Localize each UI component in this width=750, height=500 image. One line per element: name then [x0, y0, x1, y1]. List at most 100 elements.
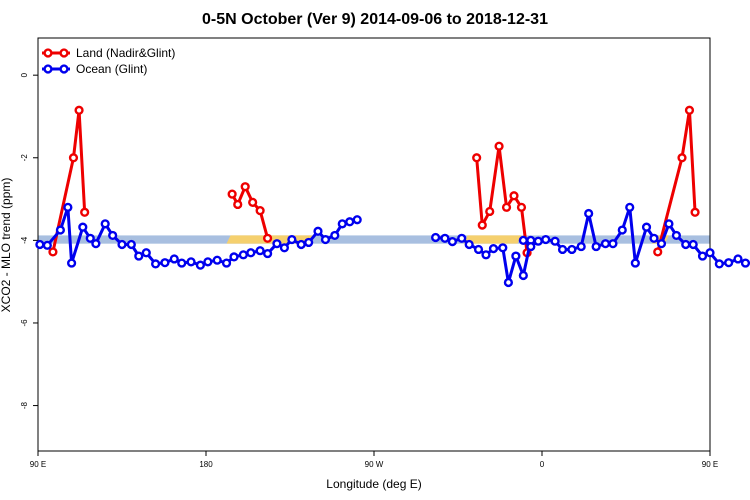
y-tick-label: -8	[20, 401, 29, 409]
data-point	[186, 257, 196, 267]
series-1	[35, 202, 750, 288]
y-axis: 0 -2 -4 -6 -8	[20, 72, 38, 409]
data-point	[287, 234, 297, 245]
data-point	[100, 219, 110, 229]
data-point	[494, 141, 504, 151]
data-point	[473, 244, 484, 255]
y-tick-label: -6	[20, 319, 29, 327]
data-point	[151, 259, 161, 269]
data-point	[212, 255, 222, 265]
x-axis-label: Longitude (deg E)	[326, 477, 421, 491]
data-point	[714, 259, 724, 269]
data-point	[440, 233, 450, 243]
data-point	[345, 217, 355, 227]
data-point	[304, 237, 314, 248]
data-point	[134, 251, 144, 261]
data-point	[656, 239, 667, 249]
series-layer	[35, 105, 750, 288]
data-point	[272, 239, 282, 249]
data-point	[600, 239, 611, 249]
data-point	[221, 258, 232, 268]
data-point	[48, 247, 58, 257]
legend-label: Ocean (Glint)	[76, 62, 147, 76]
chart-title: 0-5N October (Ver 9) 2014-09-06 to 2018-…	[202, 11, 548, 28]
data-point	[227, 189, 237, 199]
data-point	[697, 251, 708, 261]
data-point	[733, 254, 743, 264]
data-point	[169, 254, 179, 264]
data-point	[337, 219, 347, 229]
data-point	[464, 239, 474, 250]
data-point	[108, 230, 118, 241]
x-tick-label: 90 E	[30, 460, 46, 469]
data-point	[526, 241, 536, 252]
data-point	[330, 230, 340, 241]
data-point	[477, 220, 487, 230]
data-point	[567, 244, 577, 255]
legend-swatch-marker	[43, 64, 53, 74]
data-point	[229, 252, 239, 262]
x-tick-label: 90 E	[702, 460, 718, 469]
data-point	[684, 105, 695, 115]
data-point	[313, 226, 323, 236]
y-tick-label: -2	[20, 154, 29, 162]
data-point	[503, 277, 514, 288]
data-point	[516, 202, 527, 212]
x-tick-label: 90 W	[365, 460, 384, 469]
band-ocean	[38, 235, 710, 244]
data-point	[591, 241, 601, 252]
y-tick-label: 0	[20, 72, 29, 77]
data-point	[485, 206, 495, 217]
data-point	[263, 233, 273, 243]
data-point	[740, 258, 750, 268]
legend-swatch-marker	[59, 48, 69, 58]
data-point	[472, 153, 482, 163]
data-point	[74, 105, 84, 115]
data-point	[78, 222, 88, 232]
data-point	[511, 251, 521, 261]
data-point	[653, 247, 663, 257]
data-point	[42, 240, 52, 250]
data-point	[352, 215, 362, 225]
data-point	[117, 239, 127, 250]
data-point	[681, 239, 691, 250]
data-point	[541, 234, 551, 245]
data-point	[688, 239, 698, 250]
data-point	[518, 235, 528, 245]
data-point	[690, 207, 700, 217]
data-point	[671, 230, 682, 241]
data-point	[55, 225, 66, 235]
data-point	[501, 202, 512, 212]
x-tick-label: 180	[199, 460, 213, 469]
data-point	[255, 206, 265, 216]
data-point	[518, 270, 528, 281]
series-line	[51, 108, 87, 253]
data-point	[649, 233, 659, 243]
data-point	[195, 260, 206, 270]
data-point	[35, 239, 45, 250]
data-point	[509, 191, 519, 201]
data-point	[263, 248, 273, 259]
data-point	[246, 248, 256, 258]
legend-swatch-marker	[59, 64, 69, 74]
data-point	[296, 239, 306, 250]
data-point	[279, 243, 290, 253]
data-point	[677, 153, 687, 163]
data-point	[630, 258, 640, 268]
data-point	[85, 233, 95, 243]
y-axis-label: XCO2 - MLO trend (ppm)	[0, 178, 13, 313]
data-point	[203, 257, 213, 267]
data-point	[248, 197, 258, 207]
data-point	[80, 207, 90, 217]
data-point	[498, 243, 508, 253]
data-point	[233, 199, 243, 210]
data-point	[584, 208, 594, 219]
data-point	[481, 250, 491, 260]
data-point	[533, 236, 543, 246]
data-point	[664, 219, 674, 229]
data-point	[641, 222, 652, 232]
data-point	[488, 244, 499, 254]
legend: Land (Nadir&Glint) Ocean (Glint)	[42, 46, 175, 76]
